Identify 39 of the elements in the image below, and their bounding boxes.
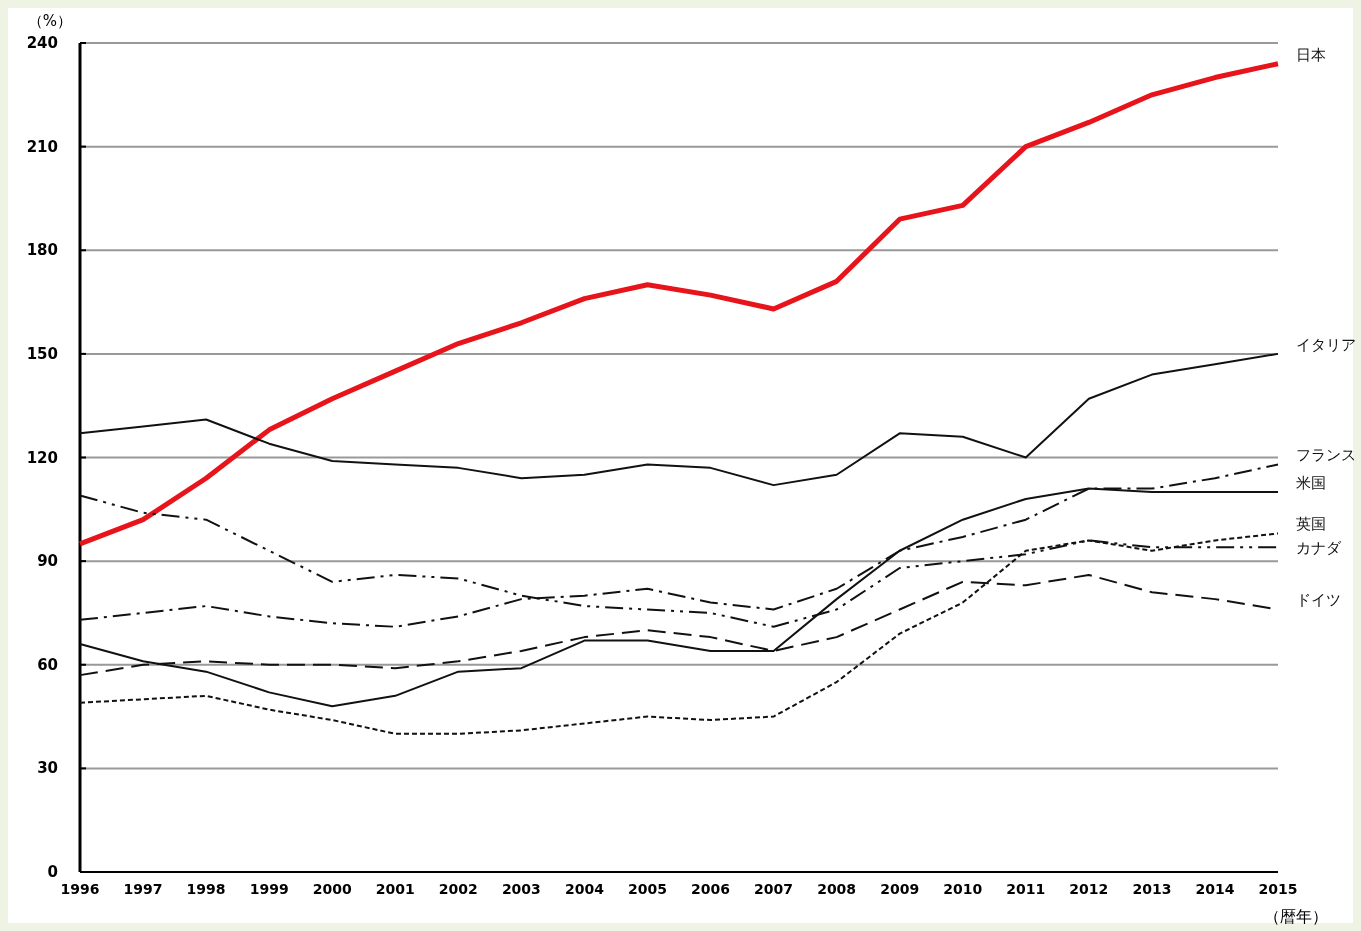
series-label: 米国 [1296, 474, 1326, 493]
series-label: 英国 [1296, 515, 1326, 534]
x-tick-label: 2004 [564, 881, 605, 897]
x-tick-label: 2001 [375, 881, 415, 897]
y-axis-title: （%） [27, 12, 73, 30]
x-tick-label: 1996 [60, 881, 100, 897]
x-tick-label: 2006 [691, 881, 731, 897]
series-label: フランス [1296, 446, 1356, 465]
y-tick-label: 120 [26, 448, 58, 467]
y-tick-label: 90 [37, 552, 58, 571]
x-tick-label: 2009 [880, 881, 920, 897]
line-series [79, 352, 1279, 487]
series-label: カナダ [1296, 539, 1342, 558]
x-tick-label: 2011 [1006, 881, 1046, 897]
x-tick-label: 2002 [438, 881, 478, 897]
x-tick-label: 1998 [186, 881, 226, 897]
x-tick-label: 2008 [817, 881, 857, 897]
x-tick-label: 2003 [501, 881, 541, 897]
x-tick-label: 2013 [1132, 881, 1172, 897]
x-tick-label: 2010 [943, 881, 983, 897]
x-tick-label: 2012 [1069, 881, 1109, 897]
x-tick-label: 2015 [1258, 881, 1298, 897]
y-tick-label: 0 [47, 863, 58, 881]
y-tick-label: 180 [26, 241, 58, 260]
y-tick-label: 210 [26, 137, 58, 156]
y-tick-label: 150 [26, 344, 58, 363]
series-label: イタリア [1296, 335, 1356, 354]
x-tick-label: 1997 [123, 881, 163, 897]
x-tick-label: 2005 [627, 881, 667, 897]
x-tick-label: 2007 [754, 881, 794, 897]
y-tick-label: 30 [37, 759, 58, 778]
series-label: ドイツ [1296, 591, 1341, 610]
y-tick-label: 60 [37, 655, 58, 674]
x-tick-label: 2014 [1195, 881, 1235, 897]
series-label: 日本 [1296, 45, 1326, 64]
y-tick-label: 240 [26, 34, 58, 52]
x-axis-title: （暦年） [1264, 907, 1328, 926]
x-tick-label: 2000 [312, 881, 352, 897]
x-tick-label: 1999 [249, 881, 289, 897]
